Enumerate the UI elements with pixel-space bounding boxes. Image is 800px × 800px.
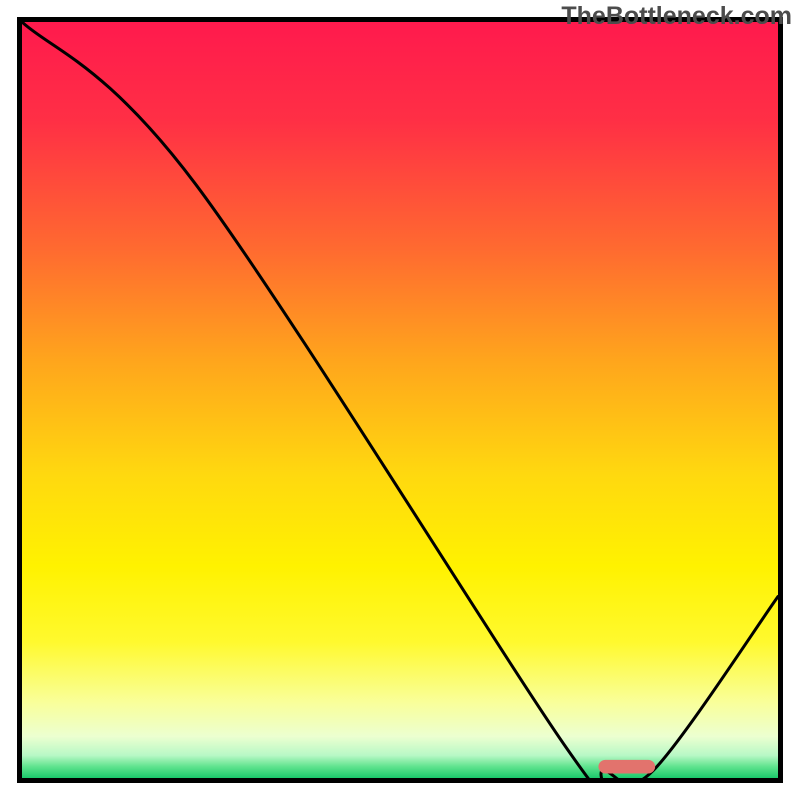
bottleneck-chart	[0, 0, 800, 800]
gradient-background	[22, 22, 778, 778]
chart-container: TheBottleneck.com	[0, 0, 800, 800]
watermark-text: TheBottleneck.com	[561, 2, 792, 31]
optimal-marker	[598, 760, 655, 774]
